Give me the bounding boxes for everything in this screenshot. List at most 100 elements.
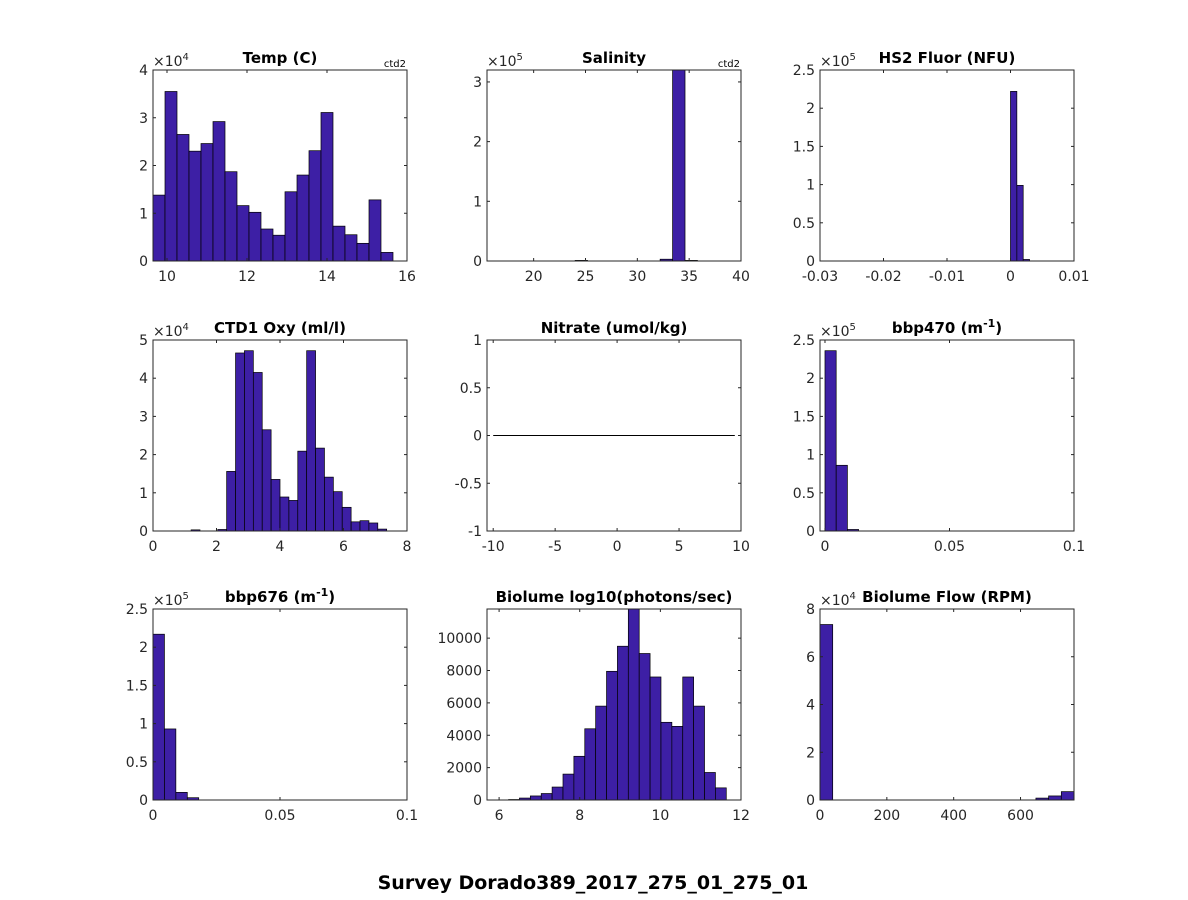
panel-bbp676: 0 0.05 0.1 0 0.5 1 1.5 2 2.5 ×105 bbp676 (m-1) [126, 586, 418, 824]
x-tick-label: 16 [398, 269, 416, 285]
y-exponent: 4 [183, 322, 189, 333]
bar-oxy-7 [270, 479, 281, 531]
y-tick-label: 3 [139, 409, 148, 425]
x-tick-label: 25 [577, 269, 595, 285]
y-tick-label: 1 [139, 206, 148, 222]
x-tick-label: 40 [732, 269, 750, 285]
panel-title: bbp470 (m-1) [892, 317, 1002, 337]
bar-temp-11 [284, 191, 298, 261]
x-tick-label: 5 [675, 539, 684, 555]
panel-biolume: 6 8 10 12 0 2000 4000 6000 8000 10000 Biolume log1… [437, 588, 749, 824]
x-tick-label: 0.01 [1058, 269, 1089, 285]
panel-salinity: 20 25 30 35 40 0 1 2 3 ×105 Salinity ctd2 [473, 49, 750, 285]
panel-oxy: 0 2 4 6 8 0 1 2 3 4 5 ×104 CTD1 Oxy (ml/l) [139, 319, 411, 555]
y-tick-label: 0 [806, 254, 815, 270]
panel-title-superscript: -1 [316, 586, 328, 599]
x-tick-label: 0.1 [1063, 539, 1085, 555]
bar-biolume-15 [671, 726, 684, 800]
panel-nitrate: -10 -5 0 5 10 -1 -0.5 0 0.5 1 Nitrate (umol/kg) [455, 319, 750, 555]
y-exponent: 4 [183, 52, 189, 63]
y-exponent-multiplier: ×105 [820, 322, 856, 340]
bar-biolume-19 [715, 787, 727, 800]
data-layer [1010, 91, 1030, 261]
bar-oxy-11 [306, 350, 316, 531]
bar-bbp470-0 [824, 350, 837, 531]
bar-biolume-16 [682, 676, 694, 800]
panel-title-end: ) [995, 319, 1002, 337]
panel-flow: 0 200 400 600 0 2 4 6 8 ×104 Biolume Flow (RPM) [806, 588, 1075, 824]
y-exponent-multiplier: ×105 [820, 52, 856, 70]
panel-title: Biolume Flow (RPM) [862, 588, 1032, 606]
y-exponent: 4 [850, 591, 856, 602]
y-tick-label: 1 [806, 178, 815, 194]
panel-title: Nitrate (umol/kg) [541, 319, 688, 337]
x-tick-label: 14 [318, 269, 336, 285]
bar-temp-1 [164, 91, 178, 261]
bar-bbp676-0 [153, 633, 165, 800]
y-tick-label: 2.5 [126, 602, 148, 618]
bar-oxy-12 [315, 447, 325, 531]
bar-oxy-19 [377, 528, 388, 531]
bar-biolume-12 [638, 653, 651, 800]
y-tick-label: 0 [139, 254, 148, 270]
bar-biolume-5 [562, 773, 575, 800]
bar-temp-3 [188, 150, 202, 261]
bar-oxy-5 [252, 372, 263, 531]
x-tick-label: 10 [651, 808, 669, 824]
panel-title: Biolume log10(photons/sec) [496, 588, 733, 606]
y-tick-label: 2000 [446, 761, 482, 777]
bar-oxy-4 [244, 350, 254, 531]
bar-oxy-0 [190, 529, 201, 531]
bar-salinity-2 [672, 70, 686, 261]
x-tick-label: 0.05 [264, 808, 295, 824]
y-tick-label: 0 [473, 254, 482, 270]
panel-hs2fluor: -0.03 -0.02 -0.01 0 0.01 0 0.5 1 1.5 2 2.5 ×105 HS2 … [793, 49, 1090, 285]
x-tick-label: 2 [212, 539, 221, 555]
bar-flow-2 [1048, 795, 1062, 800]
y-tick-label: 1.5 [126, 678, 148, 694]
y-tick-label: 0.5 [793, 216, 815, 232]
y-tick-label: 0 [473, 429, 482, 445]
y-tick-label: 2 [806, 101, 815, 117]
bar-temp-13 [308, 150, 322, 261]
panel-bbp470: 0 0.05 0.1 0 0.5 1 1.5 2 2.5 ×105 bbp470 (m-1) [793, 317, 1085, 555]
plot-area [487, 70, 741, 261]
bar-oxy-9 [288, 500, 299, 531]
panel-title: CTD1 Oxy (ml/l) [214, 319, 346, 337]
y-tick-label: 4000 [446, 728, 482, 744]
bar-temp-19 [380, 252, 394, 261]
bar-hs2fluor-0 [1010, 91, 1018, 261]
bar-temp-8 [248, 211, 262, 261]
x-tick-label: 0 [1006, 269, 1015, 285]
figure-title: Survey Dorado389_2017_275_01_275_01 [378, 872, 809, 894]
y-tick-label: 1 [473, 333, 482, 349]
y-exponent: 5 [517, 52, 523, 63]
bar-biolume-4 [551, 786, 564, 800]
bar-hs2fluor-1 [1016, 185, 1024, 261]
y-tick-label: 2 [139, 159, 148, 175]
x-tick-label: -0.02 [865, 269, 901, 285]
y-tick-label: 3 [139, 111, 148, 127]
bar-temp-15 [332, 225, 346, 261]
x-tick-label: 0 [149, 539, 158, 555]
x-tick-label: 20 [525, 269, 543, 285]
bar-oxy-18 [368, 522, 379, 531]
x-tick-label: 10 [158, 269, 176, 285]
x-tick-label: 0.1 [396, 808, 418, 824]
bar-temp-5 [212, 121, 226, 261]
corner-label: ctd2 [384, 59, 406, 70]
bar-biolume-8 [595, 705, 607, 800]
panel-title: Salinity [582, 49, 646, 67]
plot-area [153, 609, 407, 800]
data-layer [508, 609, 727, 800]
y-tick-label: 1 [473, 194, 482, 210]
bar-temp-7 [236, 205, 250, 261]
bar-oxy-8 [279, 496, 290, 531]
bar-oxy-10 [297, 450, 308, 531]
x-tick-label: -5 [548, 539, 562, 555]
bar-temp-18 [368, 199, 382, 261]
x-tick-label: 0 [613, 539, 622, 555]
x-tick-label: 12 [732, 808, 750, 824]
axes-box [486, 69, 742, 262]
